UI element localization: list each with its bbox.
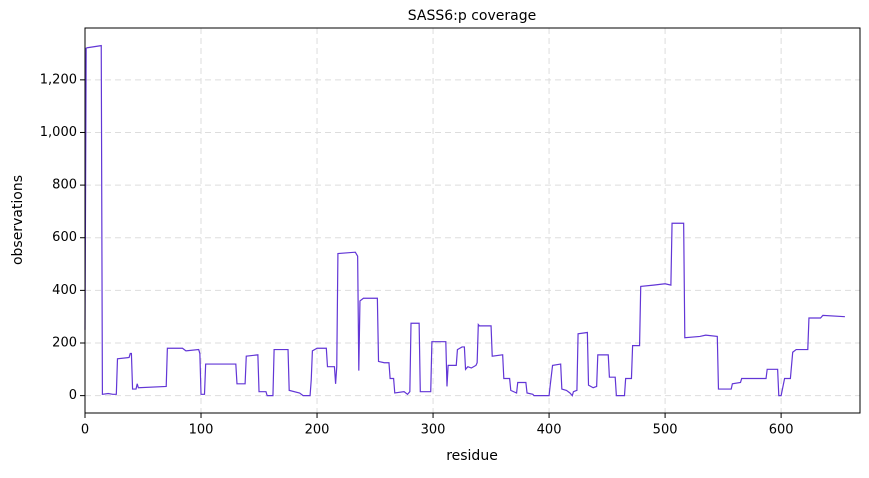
data-line [84, 44, 845, 397]
x-tick-label: 0 [81, 423, 89, 438]
y-tick-label: 1,000 [40, 125, 77, 140]
x-tick-label: 300 [421, 423, 446, 438]
y-tick-label: 200 [52, 336, 77, 351]
x-tick-label: 600 [769, 423, 794, 438]
y-tick-label: 0 [69, 388, 77, 403]
x-tick-label: 400 [537, 423, 562, 438]
plot-frame [84, 27, 861, 414]
x-tick-label: 500 [653, 423, 678, 438]
x-tick-label: 200 [305, 423, 330, 438]
y-tick-label: 600 [52, 230, 77, 245]
y-tick-label: 400 [52, 283, 77, 298]
chart-title: SASS6:p coverage [408, 8, 536, 24]
y-axis-label: observations [10, 175, 26, 265]
y-tick-label: 1,200 [40, 72, 77, 87]
x-axis-label: residue [446, 448, 498, 464]
x-tick-label: 100 [189, 423, 214, 438]
y-tick-label: 800 [52, 178, 77, 193]
